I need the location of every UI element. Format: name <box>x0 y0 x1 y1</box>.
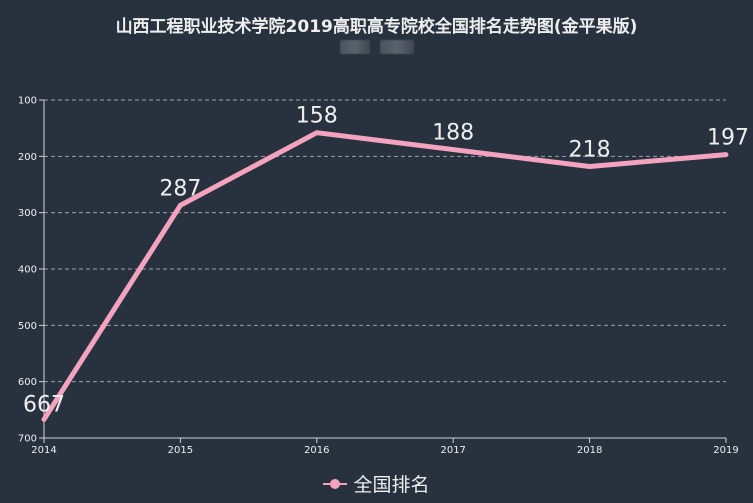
redacted-block <box>339 40 370 54</box>
y-tick-label: 600 <box>18 377 37 388</box>
legend-line-marker-icon <box>323 478 348 489</box>
series-line-national-rank <box>41 130 729 422</box>
data-label: 287 <box>159 176 201 201</box>
data-label: 667 <box>23 392 65 417</box>
data-label: 218 <box>569 137 611 162</box>
y-tick-label: 300 <box>18 208 37 219</box>
x-tick-label: 2014 <box>31 445 56 456</box>
grid-lines <box>44 99 726 383</box>
x-tick-label: 2016 <box>304 445 329 456</box>
redacted-block <box>379 40 414 54</box>
data-label: 158 <box>296 104 338 129</box>
chart-subtitle-redacted <box>0 40 753 56</box>
y-tick-label: 500 <box>18 321 37 332</box>
legend[interactable]: 全国排名 <box>0 470 753 497</box>
y-tick-label: 700 <box>18 434 37 445</box>
legend-label: 全国排名 <box>353 474 430 496</box>
chart-title: 山西工程职业技术学院2019高职高专院校全国排名走势图(金平果版) <box>115 17 638 37</box>
y-axis-ticks: 100 200 300 400 500 600 700 <box>18 96 44 445</box>
x-tick-label: 2019 <box>713 445 738 456</box>
x-tick-label: 2015 <box>168 445 193 456</box>
y-tick-label: 400 <box>18 265 37 276</box>
x-tick-label: 2017 <box>440 445 465 456</box>
axes <box>43 100 726 439</box>
data-labels: 667 287 158 188 218 197 <box>23 104 749 418</box>
data-label: 197 <box>707 126 749 151</box>
data-label: 188 <box>432 121 474 146</box>
y-tick-label: 200 <box>18 152 37 163</box>
y-tick-label: 100 <box>18 96 37 107</box>
x-axis-ticks: 2014 2015 2016 2017 2018 2019 <box>31 438 739 456</box>
x-tick-label: 2018 <box>577 445 602 456</box>
